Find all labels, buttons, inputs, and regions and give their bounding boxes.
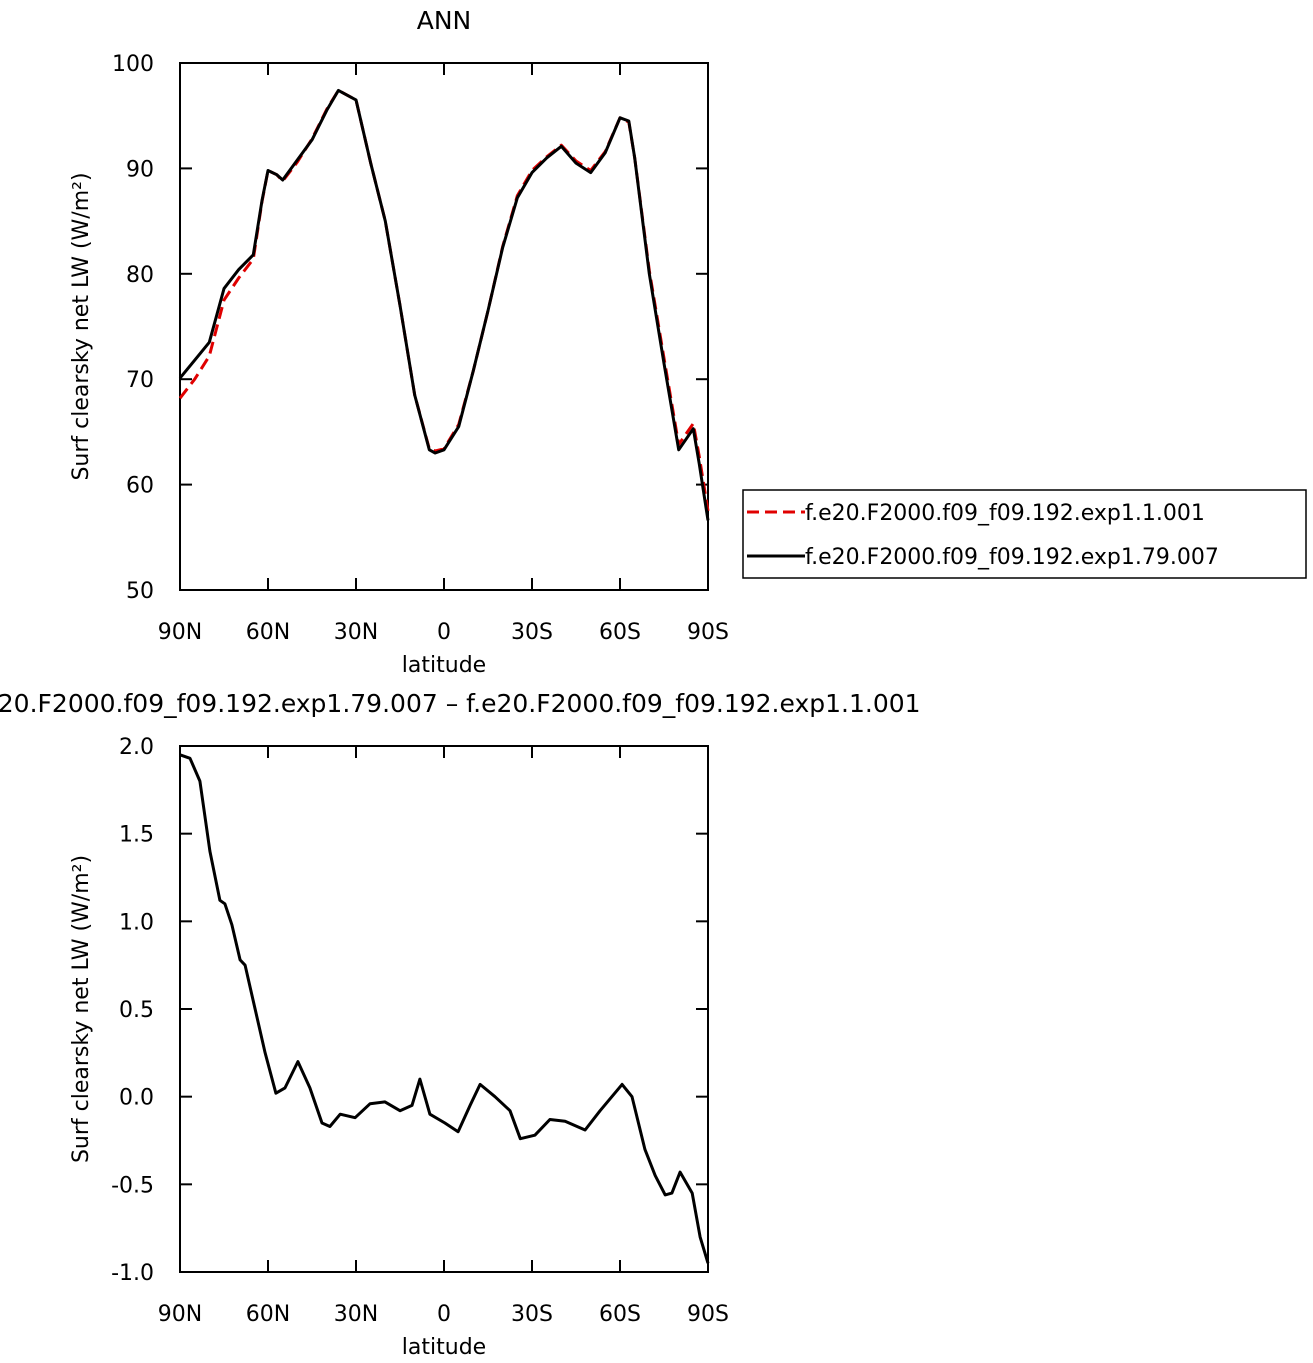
- legend-label: f.e20.F2000.f09_f09.192.exp1.79.007: [805, 545, 1219, 570]
- x-tick-label: 0: [437, 1302, 451, 1327]
- y-tick-label: 60: [126, 474, 154, 499]
- legend-box: [742, 489, 1307, 579]
- x-tick-label: 60S: [599, 620, 641, 645]
- plot-frame: [179, 62, 709, 591]
- x-tick-label: 60N: [246, 620, 290, 645]
- plot-frame: [179, 745, 709, 1273]
- x-axis-label: latitude: [402, 1335, 486, 1360]
- x-tick-label: 60N: [246, 1302, 290, 1327]
- legend-label: f.e20.F2000.f09_f09.192.exp1.1.001: [805, 501, 1205, 526]
- y-tick-label: 1.5: [119, 823, 154, 848]
- y-tick-label: 80: [126, 263, 154, 288]
- x-tick-label: 90N: [158, 1302, 202, 1327]
- y-tick-label: 2.0: [119, 735, 154, 760]
- x-tick-label: 90S: [687, 1302, 729, 1327]
- y-axis-label: Surf clearsky net LW (W/m²): [69, 855, 94, 1163]
- y-tick-label: -0.5: [111, 1173, 154, 1198]
- x-tick-label: 60S: [599, 1302, 641, 1327]
- x-tick-label: 90S: [687, 620, 729, 645]
- y-tick-label: 0.5: [119, 998, 154, 1023]
- y-tick-label: 50: [126, 579, 154, 604]
- x-tick-label: 90N: [158, 620, 202, 645]
- y-tick-label: 0.0: [119, 1086, 154, 1111]
- y-axis-label: Surf clearsky net LW (W/m²): [69, 172, 94, 480]
- data-line: [179, 753, 710, 1264]
- y-tick-label: 70: [126, 368, 154, 393]
- chart-title: ANN: [417, 6, 472, 35]
- y-tick-label: -1.0: [111, 1261, 154, 1286]
- x-tick-label: 30S: [511, 1302, 553, 1327]
- chart-title: f.e20.F2000.f09_f09.192.exp1.79.007 – f.…: [0, 689, 921, 718]
- x-tick-label: 0: [437, 620, 451, 645]
- data-line: [178, 88, 710, 521]
- y-tick-label: 1.0: [119, 910, 154, 935]
- y-tick-label: 100: [112, 52, 154, 77]
- x-tick-label: 30N: [334, 1302, 378, 1327]
- x-tick-label: 30N: [334, 620, 378, 645]
- x-axis-label: latitude: [402, 653, 486, 678]
- y-tick-label: 90: [126, 157, 154, 182]
- x-tick-label: 30S: [511, 620, 553, 645]
